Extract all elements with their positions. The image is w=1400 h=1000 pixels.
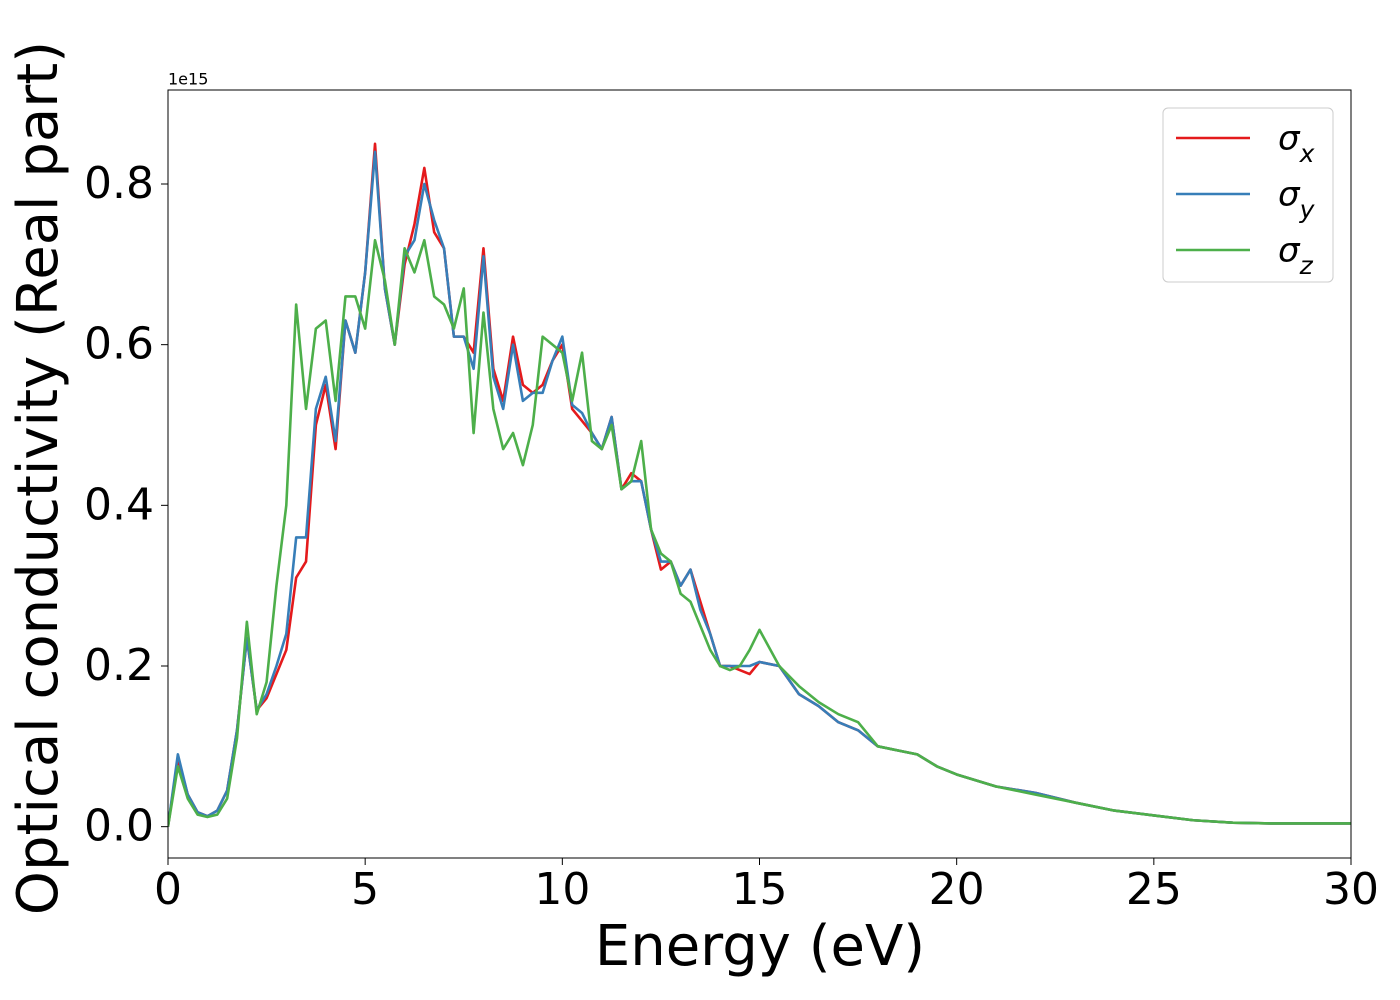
x-tick-label: 15 — [732, 864, 788, 915]
plot-frame — [167, 89, 1352, 859]
x-tick-label: 10 — [534, 864, 590, 915]
y-tick-label: 0.8 — [84, 158, 154, 209]
y-tick-label: 0.2 — [84, 640, 154, 691]
series-line — [168, 238, 1351, 827]
y-tick-label: 0.4 — [84, 479, 154, 530]
x-tick-label: 20 — [929, 864, 985, 915]
y-tick-label: 0.6 — [84, 319, 154, 370]
y-axis-label: Optical conductivity (Real part) — [6, 41, 71, 915]
y-tick-label: 0.0 — [84, 801, 154, 852]
x-axis-label: Energy (eV) — [595, 914, 925, 979]
x-tick-label: 25 — [1126, 864, 1182, 915]
x-tick-label: 0 — [154, 864, 182, 915]
x-tick-label: 30 — [1323, 864, 1379, 915]
x-tick-label: 5 — [351, 864, 379, 915]
y-offset-label: 1e15 — [168, 70, 208, 89]
